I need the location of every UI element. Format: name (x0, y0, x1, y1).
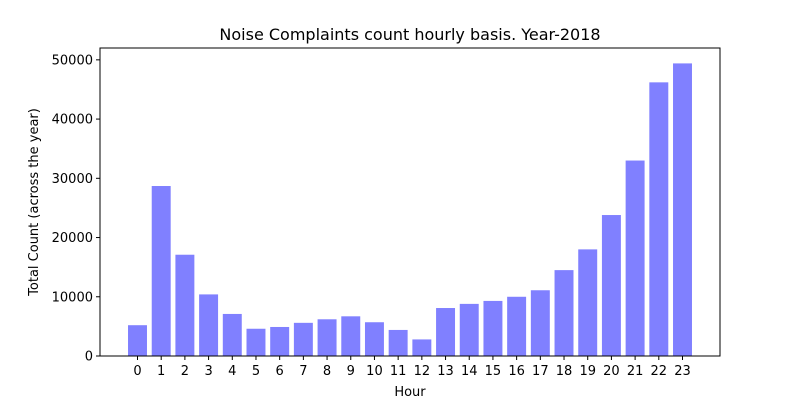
bar-hour-23 (673, 63, 692, 357)
bar-hour-16 (507, 296, 527, 356)
y-axis-ticks: 0 10000 20000 30000 40000 50000 (52, 53, 100, 365)
bar-hour-8 (317, 319, 337, 356)
bar-hour-4 (222, 313, 242, 356)
bar-hour-19 (578, 249, 598, 356)
y-axis-label: Total Count (across the year) (27, 108, 42, 297)
x-tick-label: 7 (299, 364, 307, 379)
plot-frame (99, 47, 721, 357)
y-tick-label: 30000 (52, 172, 93, 187)
bars-group (128, 63, 692, 357)
y-tick-label: 10000 (52, 290, 93, 305)
x-tick-label: 1 (157, 364, 165, 379)
x-tick-label: 2 (181, 364, 189, 379)
bar-hour-10 (364, 322, 384, 356)
x-tick-label: 6 (276, 364, 284, 379)
x-tick-label: 19 (579, 364, 596, 379)
x-axis-label: Hour (394, 385, 426, 400)
x-tick-label: 0 (133, 364, 141, 379)
bar-hour-13 (436, 308, 456, 356)
bar-hour-18 (554, 270, 574, 356)
x-tick-label: 20 (603, 364, 620, 379)
bar-hour-21 (625, 160, 645, 356)
x-tick-label: 22 (651, 364, 668, 379)
x-tick-label: 17 (532, 364, 549, 379)
bar-hour-15 (483, 300, 503, 356)
x-tick-label: 5 (252, 364, 260, 379)
bar-hour-22 (649, 82, 669, 356)
x-tick-label: 16 (508, 364, 525, 379)
bar-hour-17 (530, 290, 550, 356)
y-tick-label: 50000 (52, 53, 93, 68)
bar-hour-2 (175, 254, 195, 356)
y-tick-label: 40000 (52, 113, 93, 128)
bar-hour-5 (246, 328, 266, 356)
x-tick-label: 13 (437, 364, 454, 379)
x-tick-label: 8 (323, 364, 331, 379)
bar-hour-11 (388, 329, 408, 356)
x-tick-label: 4 (228, 364, 236, 379)
bar-hour-3 (199, 294, 219, 356)
y-tick-label: 0 (85, 350, 93, 365)
x-axis-ticks: 0 1 2 3 4 5 6 7 8 9 10 11 12 13 14 15 16 17 18 19 20 21 22 23 (133, 356, 691, 379)
bar-hour-6 (270, 326, 290, 356)
bar-hour-1 (151, 186, 171, 356)
x-tick-label: 9 (347, 364, 355, 379)
x-tick-label: 23 (674, 364, 691, 379)
bar-hour-0 (128, 325, 147, 356)
bar-hour-9 (341, 316, 361, 356)
x-tick-label: 3 (204, 364, 212, 379)
bar-hour-14 (459, 303, 479, 356)
x-tick-label: 10 (366, 364, 383, 379)
x-tick-label: 14 (461, 364, 478, 379)
bar-hour-7 (293, 322, 313, 356)
x-tick-label: 12 (414, 364, 431, 379)
chart-title: Noise Complaints count hourly basis. Yea… (219, 25, 600, 44)
y-tick-label: 20000 (52, 231, 93, 246)
x-tick-label: 15 (485, 364, 502, 379)
x-tick-label: 11 (390, 364, 407, 379)
bar-hour-20 (601, 215, 621, 356)
x-tick-label: 21 (627, 364, 644, 379)
x-tick-label: 18 (556, 364, 573, 379)
bar-hour-12 (412, 339, 432, 356)
